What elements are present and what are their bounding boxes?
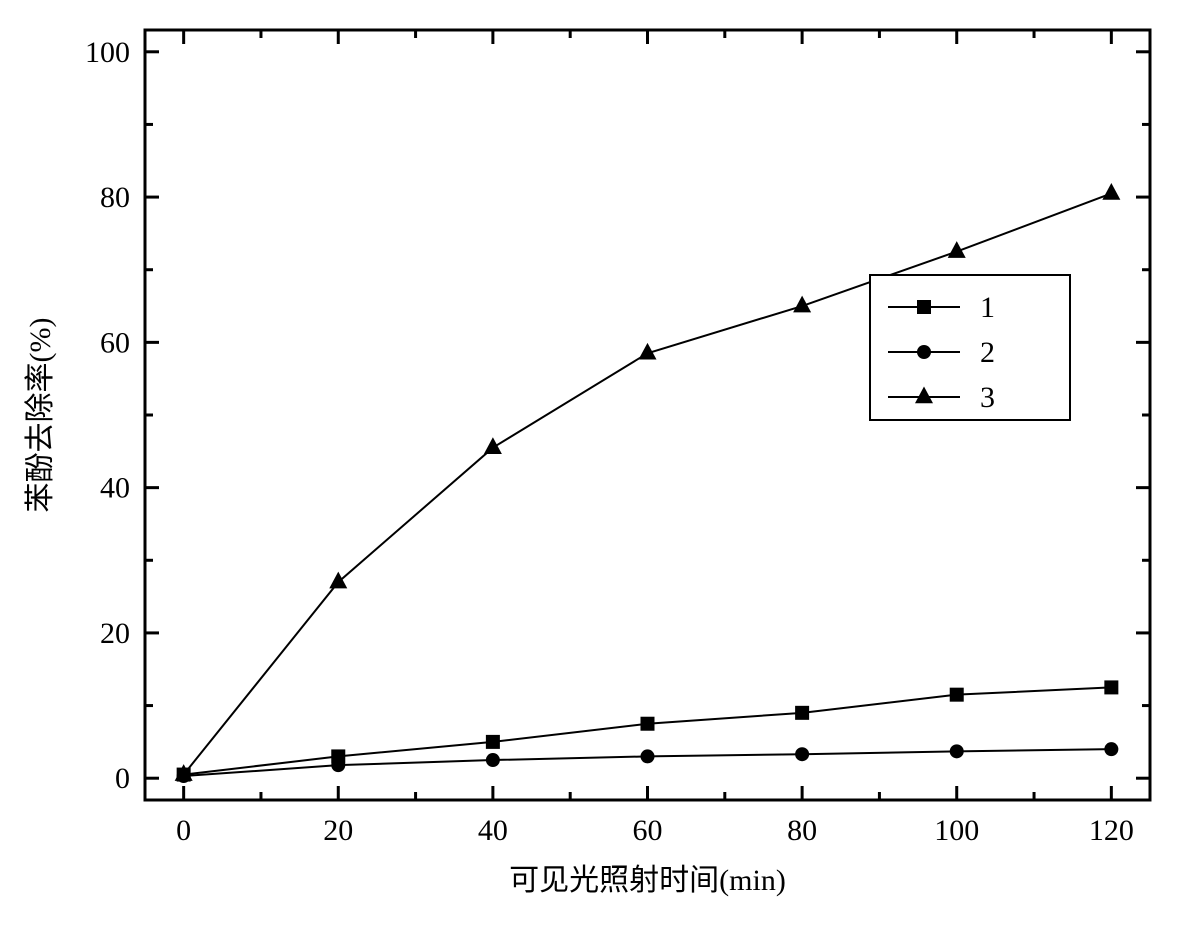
chart-container: 0 20 40 60 80 100 120 0 20 40 60 80 100 可见光照射时间(min) 苯… — [0, 0, 1204, 930]
x-tick-label: 60 — [633, 814, 663, 847]
x-tick-label: 20 — [323, 814, 353, 847]
legend: 1 2 3 — [870, 275, 1070, 420]
y-tick-label: 80 — [100, 181, 130, 214]
legend-item-label: 1 — [980, 291, 995, 324]
y-tick-label: 100 — [85, 36, 130, 69]
x-tick-label: 120 — [1089, 814, 1134, 847]
x-axis-label: 可见光照射时间(min) — [509, 864, 786, 897]
x-tick-label: 100 — [934, 814, 979, 847]
legend-item-label: 2 — [980, 336, 995, 369]
y-tick-label: 40 — [100, 472, 130, 505]
y-tick-label: 0 — [115, 762, 130, 795]
y-tick-label: 60 — [100, 326, 130, 359]
x-tick-label: 80 — [787, 814, 817, 847]
y-axis-label: 苯酚去除率(%) — [24, 318, 57, 513]
y-tick-label: 20 — [100, 617, 130, 650]
line-chart: 0 20 40 60 80 100 120 0 20 40 60 80 100 可见光照射时间(min) 苯… — [0, 0, 1204, 930]
legend-item-label: 3 — [980, 381, 995, 414]
x-tick-label: 40 — [478, 814, 508, 847]
x-tick-label: 0 — [176, 814, 191, 847]
